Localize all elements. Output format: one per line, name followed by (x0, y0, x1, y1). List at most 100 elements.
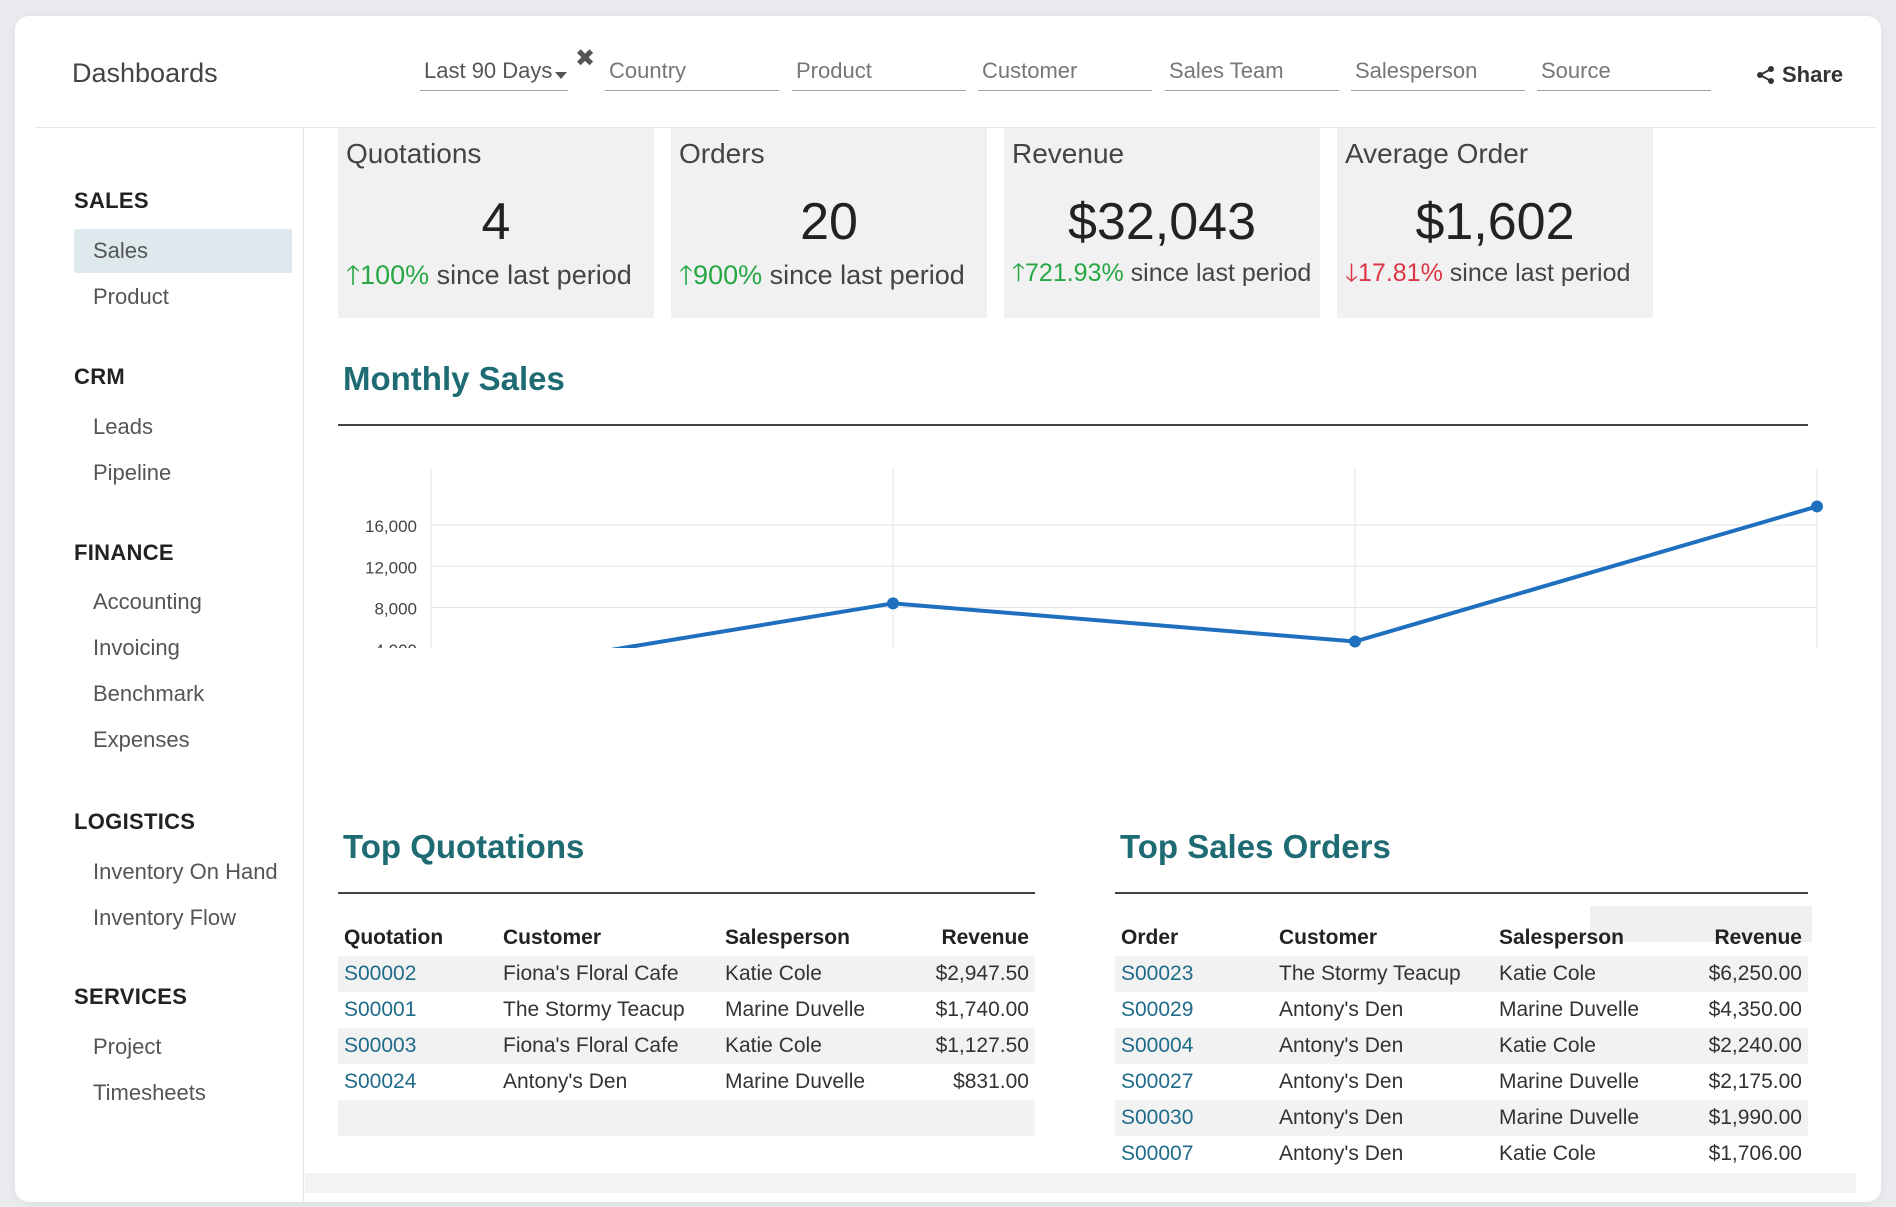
table-row[interactable]: S00024 Antony's Den Marine Duvelle $831.00 (338, 1064, 1035, 1100)
kpi-trend: 🡑100% since last period (346, 256, 632, 302)
app-title: Dashboards (72, 58, 218, 88)
record-link[interactable]: S00029 (1121, 998, 1194, 1021)
salesperson-filter[interactable]: Salesperson (1351, 54, 1525, 91)
kpi-revenue[interactable]: Revenue $32,043 🡑721.93% since last peri… (1004, 128, 1320, 318)
table-cell: $4,350.00 (1708, 998, 1802, 1021)
column-header: Salesperson (725, 926, 850, 949)
dashboard-window: Dashboards Last 90 Days ✖ Country Produc… (15, 16, 1881, 1202)
record-link[interactable]: S00024 (344, 1070, 417, 1093)
column-header: Salesperson (1499, 926, 1624, 949)
sidebar-item-expenses[interactable]: Expenses (74, 718, 292, 762)
arrow-up-icon: 🡑 (1012, 259, 1026, 287)
kpi-change: 721.93% (1025, 259, 1124, 287)
column-header: Order (1121, 926, 1179, 949)
record-link[interactable]: S00007 (1121, 1142, 1194, 1165)
record-link[interactable]: S00003 (344, 1034, 417, 1057)
kpi-suffix: since last period (769, 260, 965, 290)
table-cell: Antony's Den (1279, 1142, 1404, 1165)
record-link[interactable]: S00030 (1121, 1106, 1194, 1129)
sidebar-item-project[interactable]: Project (74, 1025, 292, 1069)
kpi-trend: 🡓17.81% since last period (1345, 254, 1630, 297)
kpi-change: 100% (360, 260, 430, 290)
kpi-value: $1,602 (1415, 193, 1575, 251)
table-cell: Katie Cole (1493, 1028, 1685, 1064)
table-row[interactable]: S00007 Antony's Den Katie Cole $1,706.00 (1115, 1136, 1808, 1172)
record-link[interactable]: S00004 (1121, 1034, 1194, 1057)
kpi-trend: 🡑900% since last period (679, 256, 965, 302)
y-tick-label: 16,000 (365, 517, 417, 536)
column-header: Revenue (1714, 926, 1802, 949)
product-filter[interactable]: Product (792, 54, 966, 91)
kpi-quotations[interactable]: Quotations 4 🡑100% since last period (338, 128, 654, 318)
table-row[interactable]: S00029 Antony's Den Marine Duvelle $4,350.0… (1115, 992, 1808, 1028)
table-cell: S00002 (338, 956, 497, 992)
source-filter[interactable]: Source (1537, 54, 1711, 91)
sidebar-heading-logistics: LOGISTICS (74, 809, 196, 834)
table-cell: S00024 (338, 1064, 497, 1100)
table-cell: S00001 (338, 992, 497, 1028)
chevron-down-icon (555, 72, 567, 79)
sidebar-heading-services: SERVICES (74, 984, 188, 1009)
top-bar: Dashboards Last 90 Days ✖ Country Produc… (35, 16, 1876, 128)
sidebar-item-accounting[interactable]: Accounting (74, 580, 292, 624)
table-cell: Marine Duvelle (1499, 998, 1640, 1021)
kpi-change: 900% (693, 260, 763, 290)
sidebar-item-product[interactable]: Product (74, 275, 292, 319)
top-quotations-title: Top Quotations (343, 828, 585, 865)
kpi-title: Orders (679, 138, 765, 169)
y-tick-label: 8,000 (374, 600, 417, 619)
table-row[interactable]: S00004 Antony's Den Katie Cole $2,240.00 (1115, 1028, 1808, 1064)
kpi-change: 17.81% (1358, 259, 1443, 287)
table-cell: $831.00 (953, 1070, 1029, 1093)
sidebar-item-label: Sales (93, 238, 149, 263)
sidebar-heading-finance: FINANCE (74, 540, 174, 565)
kpi-value: 20 (800, 193, 858, 251)
share-button[interactable]: Share (1756, 62, 1843, 88)
customer-filter[interactable]: Customer (978, 54, 1152, 91)
sidebar-item-timesheets[interactable]: Timesheets (74, 1071, 292, 1115)
kpi-value: 4 (481, 193, 511, 251)
table-cell: S00029 (1115, 992, 1273, 1028)
table-row[interactable]: S00002 Fiona's Floral Cafe Katie Cole $2,94… (338, 956, 1035, 992)
table-row[interactable]: S00030 Antony's Den Marine Duvelle $1,990.0… (1115, 1100, 1808, 1136)
sidebar-item-inventory-flow[interactable]: Inventory Flow (74, 896, 292, 940)
kpi-suffix: since last period (1130, 259, 1312, 287)
sidebar-item-inventory-on-hand[interactable]: Inventory On Hand (74, 850, 292, 894)
table-cell: Antony's Den (503, 1070, 628, 1093)
record-link[interactable]: S00001 (344, 998, 417, 1021)
sidebar-item-label: Expenses (93, 727, 190, 752)
record-link[interactable]: S00023 (1121, 962, 1194, 985)
close-icon[interactable]: ✖ (575, 45, 596, 72)
period-filter[interactable]: Last 90 Days (420, 54, 568, 91)
table-cell: S00023 (1115, 956, 1273, 992)
sidebar-item-sales[interactable]: Sales (74, 229, 292, 273)
kpi-suffix: since last period (436, 260, 632, 290)
sidebar-item-leads[interactable]: Leads (74, 405, 292, 449)
country-filter[interactable]: Country (605, 54, 779, 91)
table-row[interactable]: S00023 The Stormy Teacup Katie Cole $6,250.… (1115, 956, 1808, 992)
sidebar-item-label: Inventory Flow (93, 905, 237, 930)
y-tick-label: 12,000 (365, 558, 417, 577)
y-tick-label: 4,000 (374, 641, 417, 648)
table-cell: Marine Duvelle (725, 1070, 866, 1093)
table-row[interactable]: S00027 Antony's Den Marine Duvelle $2,175.0… (1115, 1064, 1808, 1100)
table-row[interactable]: S00003 Fiona's Floral Cafe Katie Cole $1,12… (338, 1028, 1035, 1064)
top-sales-orders-table: Order Customer Salesperson Revenue S0002… (1115, 920, 1808, 1172)
kpi-orders[interactable]: Orders 20 🡑900% since last period (671, 128, 987, 318)
main-content: Quotations 4 🡑100% since last period Ord… (305, 128, 1856, 1178)
kpi-suffix: since last period (1449, 259, 1631, 287)
sales-team-filter[interactable]: Sales Team (1165, 54, 1339, 91)
column-header: Revenue (941, 926, 1029, 949)
sidebar-item-invoicing[interactable]: Invoicing (74, 626, 292, 670)
table-row[interactable]: S00001 The Stormy Teacup Marine Duvelle $1,… (338, 992, 1035, 1028)
top-quotations-rule (338, 892, 1035, 894)
kpi-average-order[interactable]: Average Order $1,602 🡓17.81% since last … (1337, 128, 1653, 318)
arrow-up-icon: 🡑 (679, 260, 694, 290)
record-link[interactable]: S00002 (344, 962, 417, 985)
sidebar-item-benchmark[interactable]: Benchmark (74, 672, 292, 716)
arrow-up-icon: 🡑 (346, 260, 361, 290)
sidebar-item-pipeline[interactable]: Pipeline (74, 451, 292, 495)
record-link[interactable]: S00027 (1121, 1070, 1194, 1093)
period-filter-label: Last 90 Days (424, 58, 553, 83)
table-cell: $2,947.50 (911, 956, 1035, 992)
